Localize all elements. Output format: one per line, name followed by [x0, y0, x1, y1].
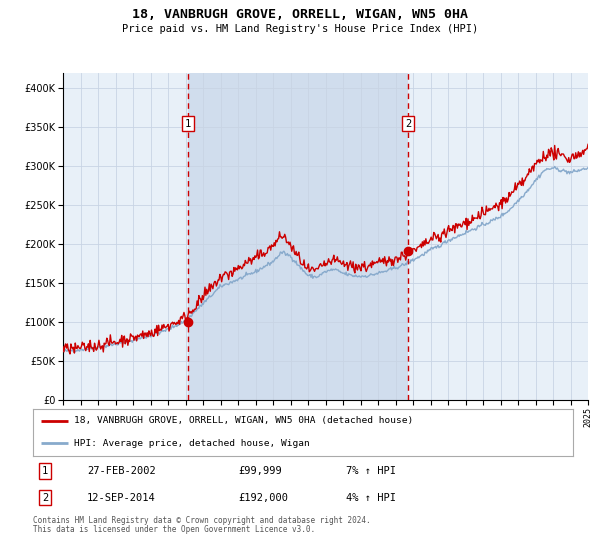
Text: 1: 1 [42, 466, 48, 476]
Text: HPI: Average price, detached house, Wigan: HPI: Average price, detached house, Wiga… [74, 438, 309, 447]
Text: 18, VANBRUGH GROVE, ORRELL, WIGAN, WN5 0HA (detached house): 18, VANBRUGH GROVE, ORRELL, WIGAN, WN5 0… [74, 416, 413, 425]
Text: 2: 2 [42, 492, 48, 502]
Text: This data is licensed under the Open Government Licence v3.0.: This data is licensed under the Open Gov… [33, 525, 315, 534]
Bar [188, 73, 408, 400]
Text: Contains HM Land Registry data © Crown copyright and database right 2024.: Contains HM Land Registry data © Crown c… [33, 516, 371, 525]
Text: 1: 1 [185, 119, 191, 129]
Text: £99,999: £99,999 [238, 466, 282, 476]
Text: 4% ↑ HPI: 4% ↑ HPI [346, 492, 396, 502]
Text: 2: 2 [405, 119, 411, 129]
Text: Price paid vs. HM Land Registry's House Price Index (HPI): Price paid vs. HM Land Registry's House … [122, 24, 478, 34]
Text: 18, VANBRUGH GROVE, ORRELL, WIGAN, WN5 0HA: 18, VANBRUGH GROVE, ORRELL, WIGAN, WN5 0… [132, 8, 468, 21]
Text: 7% ↑ HPI: 7% ↑ HPI [346, 466, 396, 476]
Text: 12-SEP-2014: 12-SEP-2014 [87, 492, 156, 502]
Text: £192,000: £192,000 [238, 492, 288, 502]
Text: 27-FEB-2002: 27-FEB-2002 [87, 466, 156, 476]
